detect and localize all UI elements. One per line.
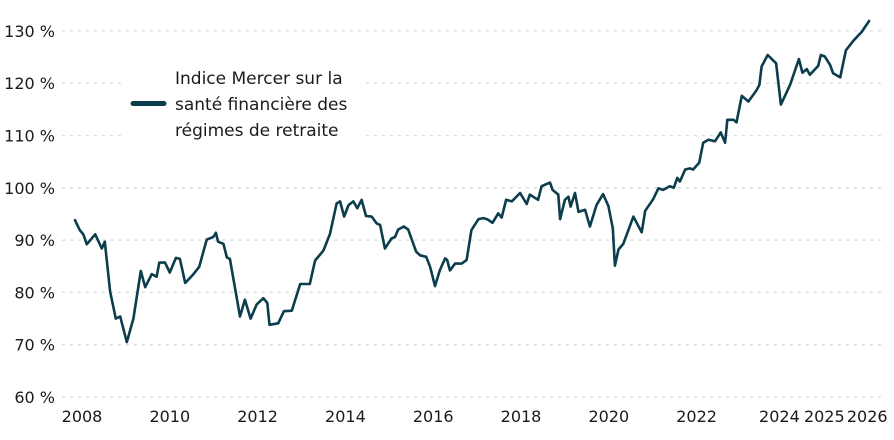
y-tick-label: 80 % (14, 283, 55, 302)
series-line (73, 19, 871, 344)
y-tick-label: 70 % (14, 336, 55, 355)
x-tick-label: 2022 (676, 407, 717, 426)
x-tick-label: 2014 (325, 407, 366, 426)
legend-label-line-2: santé financière des (175, 95, 348, 115)
x-tick-label: 2010 (149, 407, 190, 426)
y-axis-ticks: 60 % 70 % 80 % 90 % 100 % 110 % 120 % 130 % (4, 22, 55, 407)
y-tick-label: 90 % (14, 231, 55, 250)
x-tick-label: 2024 (759, 407, 800, 426)
legend-label-line-1: Indice Mercer sur la (175, 69, 343, 89)
y-tick-label: 120 % (4, 74, 55, 93)
x-axis-ticks: 2008 2010 2012 2014 2016 2018 2020 2022 2024 2025… (62, 407, 888, 426)
x-tick-label: 2012 (237, 407, 278, 426)
legend-label-line-3: régimes de retraite (175, 121, 339, 141)
x-tick-label: 2016 (413, 407, 454, 426)
x-tick-label: 2020 (588, 407, 629, 426)
y-tick-label: 110 % (4, 127, 55, 146)
x-tick-label: 2018 (501, 407, 542, 426)
x-tick-label: 2025 (804, 407, 845, 426)
y-tick-label: 130 % (4, 22, 55, 41)
legend: Indice Mercer sur la santé financière de… (126, 62, 366, 144)
y-tick-label: 60 % (14, 388, 55, 407)
x-tick-label: 2026 (847, 407, 888, 426)
y-tick-label: 100 % (4, 179, 55, 198)
x-tick-label: 2008 (62, 407, 103, 426)
series-lines (73, 19, 871, 344)
